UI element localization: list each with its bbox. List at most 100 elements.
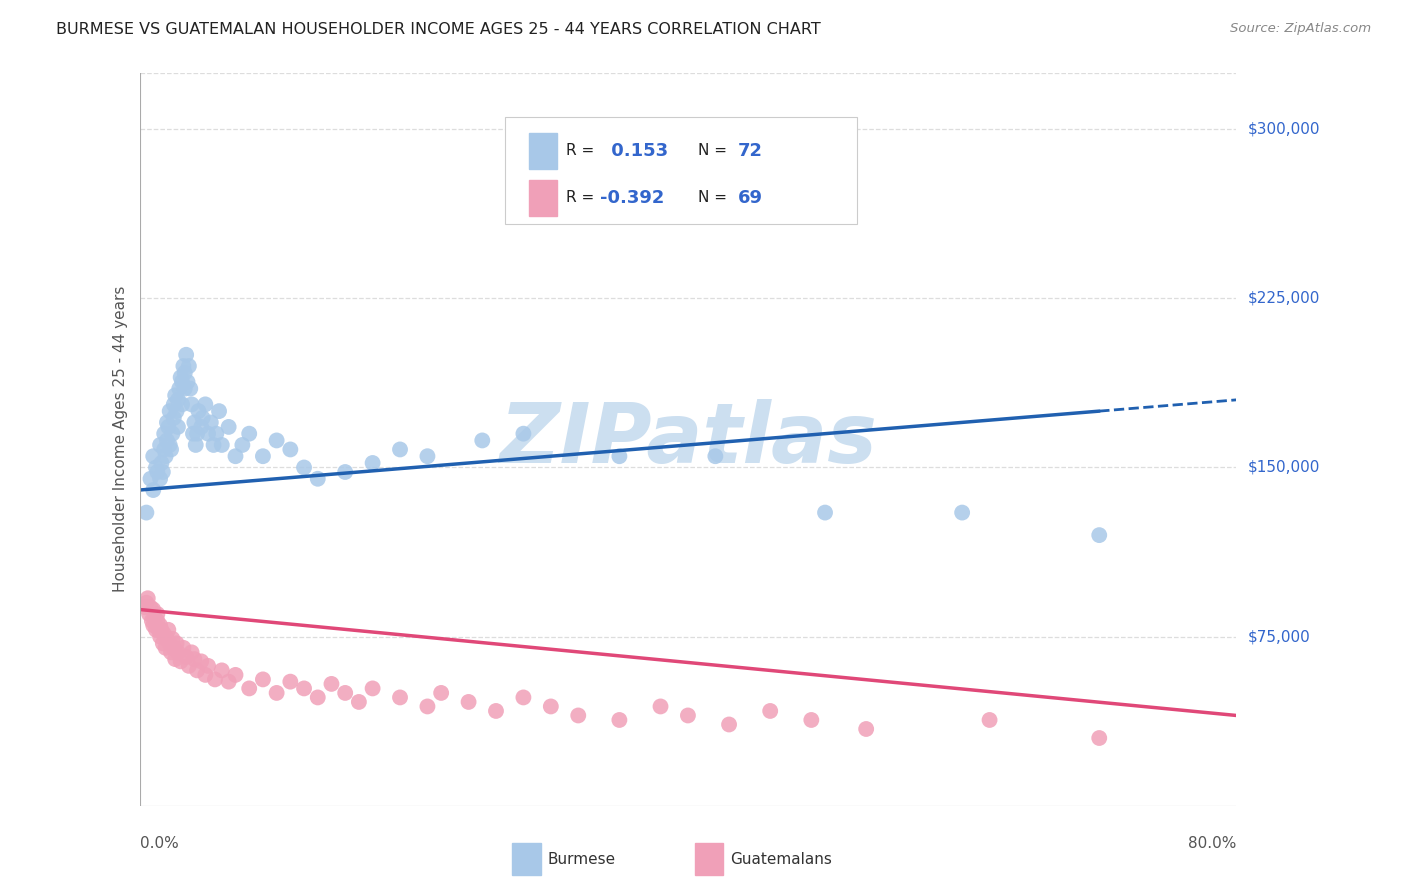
Point bbox=[153, 426, 176, 441]
Text: -0.392: -0.392 bbox=[599, 189, 664, 207]
Point bbox=[135, 506, 157, 520]
Point bbox=[157, 420, 180, 434]
Point bbox=[150, 456, 173, 470]
Point bbox=[179, 382, 201, 396]
Point bbox=[167, 645, 190, 659]
Point bbox=[181, 426, 204, 441]
Point bbox=[169, 370, 191, 384]
Point bbox=[150, 623, 173, 637]
Point bbox=[457, 695, 479, 709]
Point bbox=[205, 426, 228, 441]
Point bbox=[149, 472, 172, 486]
Text: 72: 72 bbox=[737, 142, 762, 160]
Point bbox=[162, 632, 184, 646]
Point bbox=[146, 614, 169, 628]
Point bbox=[153, 442, 176, 457]
Point bbox=[347, 695, 370, 709]
Point bbox=[416, 699, 439, 714]
Point bbox=[136, 591, 159, 606]
Text: R =: R = bbox=[565, 190, 599, 205]
Point bbox=[149, 438, 172, 452]
Text: 69: 69 bbox=[737, 189, 762, 207]
Point bbox=[162, 426, 184, 441]
Text: $300,000: $300,000 bbox=[1247, 122, 1320, 136]
Point bbox=[430, 686, 453, 700]
Point bbox=[184, 438, 207, 452]
Point bbox=[145, 623, 167, 637]
Point bbox=[172, 640, 194, 655]
Point bbox=[170, 375, 193, 389]
Point bbox=[208, 404, 231, 418]
Point bbox=[211, 664, 233, 678]
Point bbox=[165, 388, 187, 402]
Point bbox=[252, 449, 274, 463]
Text: Burmese: Burmese bbox=[547, 852, 616, 867]
Point bbox=[149, 618, 172, 632]
Point bbox=[292, 460, 315, 475]
Point bbox=[167, 392, 190, 407]
Point bbox=[149, 630, 172, 644]
Point bbox=[160, 645, 183, 659]
Point bbox=[166, 404, 188, 418]
Point bbox=[335, 465, 357, 479]
Point bbox=[183, 416, 205, 430]
Text: N =: N = bbox=[697, 190, 733, 205]
Point bbox=[218, 674, 240, 689]
Point bbox=[160, 442, 183, 457]
Point bbox=[979, 713, 1001, 727]
Point bbox=[266, 434, 288, 448]
Point bbox=[139, 600, 162, 615]
Point bbox=[180, 397, 202, 411]
Point bbox=[1088, 731, 1111, 745]
Point bbox=[416, 449, 439, 463]
Point bbox=[252, 673, 274, 687]
Point bbox=[540, 699, 562, 714]
Point bbox=[152, 465, 174, 479]
Point bbox=[718, 717, 741, 731]
Point bbox=[307, 690, 329, 705]
Point bbox=[280, 674, 302, 689]
Point bbox=[183, 652, 205, 666]
Point bbox=[194, 668, 217, 682]
Point bbox=[609, 713, 631, 727]
Point bbox=[159, 404, 181, 418]
Point bbox=[389, 442, 412, 457]
Point bbox=[167, 420, 190, 434]
Point bbox=[156, 416, 179, 430]
Point bbox=[676, 708, 699, 723]
Point bbox=[173, 382, 195, 396]
Y-axis label: Householder Income Ages 25 - 44 years: Householder Income Ages 25 - 44 years bbox=[114, 286, 128, 592]
Point bbox=[156, 632, 179, 646]
Text: 80.0%: 80.0% bbox=[1188, 836, 1236, 851]
Point bbox=[169, 654, 191, 668]
Point bbox=[335, 686, 357, 700]
Point bbox=[142, 602, 165, 616]
Point bbox=[170, 397, 193, 411]
Point bbox=[238, 681, 260, 696]
Point bbox=[143, 611, 166, 625]
Point bbox=[224, 668, 246, 682]
Point bbox=[190, 420, 212, 434]
Point bbox=[194, 397, 217, 411]
Point bbox=[800, 713, 823, 727]
Point bbox=[202, 438, 225, 452]
Point bbox=[855, 722, 877, 736]
Text: ZIPatlas: ZIPatlas bbox=[499, 399, 877, 480]
Point bbox=[361, 456, 384, 470]
Point bbox=[139, 472, 162, 486]
Point bbox=[512, 690, 534, 705]
Point bbox=[814, 506, 837, 520]
Point bbox=[173, 366, 195, 380]
Point bbox=[187, 404, 209, 418]
Point bbox=[155, 449, 177, 463]
Point bbox=[174, 649, 197, 664]
Point bbox=[704, 449, 727, 463]
Point bbox=[174, 348, 197, 362]
Point bbox=[141, 614, 163, 628]
Point bbox=[177, 658, 200, 673]
Point bbox=[197, 658, 219, 673]
Point bbox=[238, 426, 260, 441]
Point bbox=[153, 627, 176, 641]
Point bbox=[231, 438, 253, 452]
Point bbox=[190, 654, 212, 668]
